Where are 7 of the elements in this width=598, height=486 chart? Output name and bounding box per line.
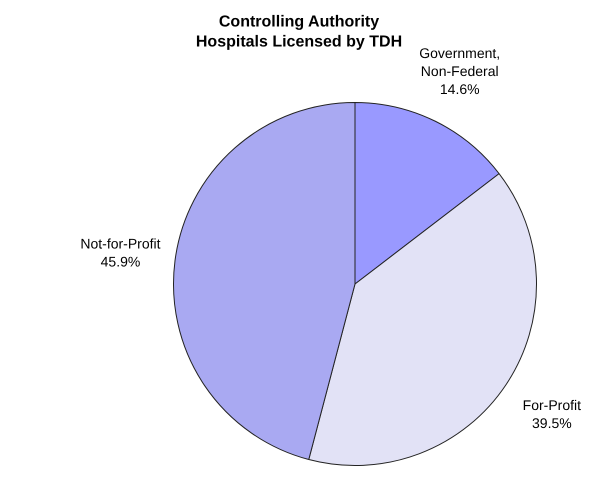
chart-title: Controlling Authority Hospitals Licensed by TDH <box>196 13 402 50</box>
slice-label: Government, Non-Federal <box>419 44 500 79</box>
data-label: 14.6% <box>440 80 480 97</box>
data-label: 39.5% <box>532 414 572 431</box>
data-label: 45.9% <box>100 253 140 270</box>
slice-label: For-Profit <box>522 396 582 413</box>
slice-label: Not-for-Profit <box>80 235 161 252</box>
